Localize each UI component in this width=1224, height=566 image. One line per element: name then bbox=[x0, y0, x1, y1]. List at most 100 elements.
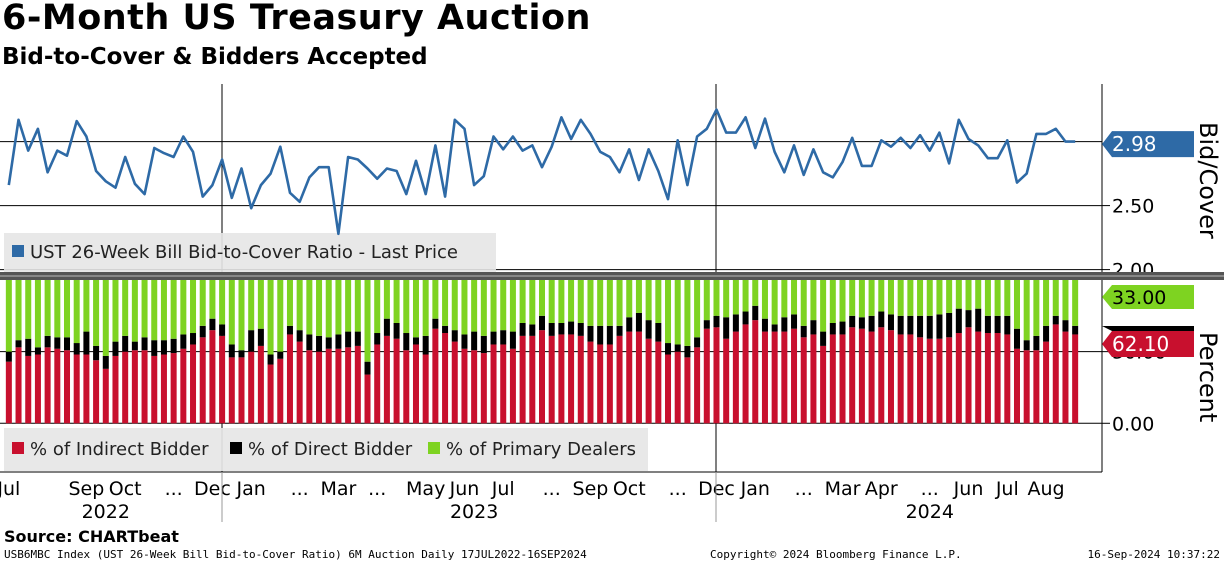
bar-direct bbox=[393, 322, 400, 339]
bar-primary bbox=[694, 280, 701, 338]
x-year-label: 2022 bbox=[82, 501, 130, 523]
bar-direct bbox=[936, 314, 943, 339]
bid-to-cover-line bbox=[7, 108, 1076, 236]
bar-direct bbox=[374, 333, 381, 345]
bar-primary bbox=[25, 280, 32, 339]
bar-primary bbox=[645, 280, 652, 321]
bar-primary bbox=[868, 280, 875, 316]
bar-primary bbox=[635, 280, 642, 313]
bar-indirect bbox=[422, 354, 429, 424]
bar-indirect bbox=[5, 361, 12, 424]
bar-indirect bbox=[897, 334, 904, 424]
bar-primary bbox=[519, 280, 526, 323]
bar-direct bbox=[1052, 315, 1059, 325]
bar-direct bbox=[529, 324, 536, 336]
bar-indirect bbox=[742, 324, 749, 424]
x-tick-label: ... bbox=[368, 478, 386, 500]
bar-primary bbox=[403, 280, 410, 334]
bar-primary bbox=[606, 280, 613, 326]
chart-subtitle: Bid-to-Cover & Bidders Accepted bbox=[2, 44, 428, 70]
bar-indirect bbox=[228, 357, 235, 424]
bar-primary bbox=[538, 280, 546, 316]
bar-indirect bbox=[34, 354, 41, 424]
bar-direct bbox=[917, 315, 924, 338]
y-axis-label: Bid/Cover bbox=[1194, 122, 1222, 239]
bar-primary bbox=[965, 280, 972, 311]
bar-indirect bbox=[412, 344, 419, 424]
bar-primary bbox=[626, 280, 633, 318]
bar-direct bbox=[364, 361, 371, 375]
bar-primary bbox=[286, 280, 293, 326]
bar-primary bbox=[752, 280, 759, 306]
bar-direct bbox=[752, 305, 759, 321]
bar-primary bbox=[732, 280, 739, 315]
bar-direct bbox=[345, 331, 352, 348]
bar-direct bbox=[267, 354, 274, 365]
bar-primary bbox=[1043, 280, 1050, 326]
bar-direct bbox=[568, 321, 575, 335]
bar-indirect bbox=[568, 334, 575, 424]
bar-primary bbox=[917, 280, 924, 316]
bar-indirect bbox=[810, 334, 817, 424]
bar-indirect bbox=[975, 331, 982, 424]
bar-direct bbox=[965, 310, 972, 328]
bar-indirect bbox=[519, 335, 526, 424]
bar-primary bbox=[354, 280, 361, 332]
bar-primary bbox=[151, 280, 158, 341]
bar-direct bbox=[810, 320, 817, 335]
bar-direct bbox=[800, 325, 807, 338]
bar-indirect bbox=[219, 335, 226, 424]
last-value-tag-direct bbox=[1102, 326, 1194, 331]
bar-direct bbox=[257, 328, 264, 346]
bar-indirect bbox=[820, 345, 827, 424]
bar-primary bbox=[703, 280, 710, 321]
bar-indirect bbox=[703, 328, 710, 424]
y-axis-label: Percent bbox=[1194, 332, 1222, 422]
bar-indirect bbox=[839, 334, 846, 424]
bar-primary bbox=[44, 280, 51, 336]
bar-direct bbox=[946, 312, 953, 338]
bar-indirect bbox=[723, 338, 730, 424]
bar-primary bbox=[248, 280, 255, 331]
bar-primary bbox=[742, 280, 749, 312]
bar-primary bbox=[984, 280, 991, 316]
bar-indirect bbox=[994, 333, 1001, 424]
bar-indirect bbox=[984, 333, 991, 424]
bar-indirect bbox=[887, 330, 894, 424]
bar-direct bbox=[887, 314, 894, 331]
bar-direct bbox=[112, 341, 119, 356]
last-value-tag-indirect bbox=[1102, 331, 1194, 357]
bar-primary bbox=[936, 280, 943, 315]
bar-primary bbox=[509, 280, 516, 332]
x-tick-label: Sep bbox=[573, 478, 609, 500]
bar-indirect bbox=[907, 334, 914, 424]
bar-direct bbox=[732, 314, 739, 332]
bar-indirect bbox=[538, 330, 546, 424]
bar-indirect bbox=[141, 350, 148, 424]
bar-indirect bbox=[383, 335, 390, 424]
bar-direct bbox=[587, 325, 594, 342]
x-tick-label: Aug bbox=[1028, 478, 1065, 500]
bar-direct bbox=[1033, 335, 1040, 351]
x-tick-label: ... bbox=[669, 478, 687, 500]
bar-direct bbox=[781, 317, 788, 332]
bar-indirect bbox=[461, 348, 468, 424]
bar-indirect bbox=[781, 331, 788, 424]
x-tick-label: Jan bbox=[236, 478, 266, 500]
bar-primary bbox=[480, 280, 487, 336]
bar-direct bbox=[102, 355, 109, 369]
bar-primary bbox=[810, 280, 817, 321]
bar-indirect bbox=[15, 347, 22, 424]
bar-primary bbox=[548, 280, 555, 323]
bar-direct bbox=[897, 315, 904, 335]
bar-primary bbox=[1072, 280, 1079, 326]
bar-direct bbox=[54, 337, 61, 349]
bar-direct bbox=[984, 315, 991, 334]
bar-indirect bbox=[1052, 324, 1059, 424]
bar-direct bbox=[25, 338, 32, 356]
bar-indirect bbox=[1062, 331, 1069, 424]
legend-label: % of Direct Bidder bbox=[248, 439, 413, 460]
bar-direct bbox=[5, 351, 12, 362]
bar-primary bbox=[771, 280, 778, 325]
bar-direct bbox=[703, 320, 710, 329]
